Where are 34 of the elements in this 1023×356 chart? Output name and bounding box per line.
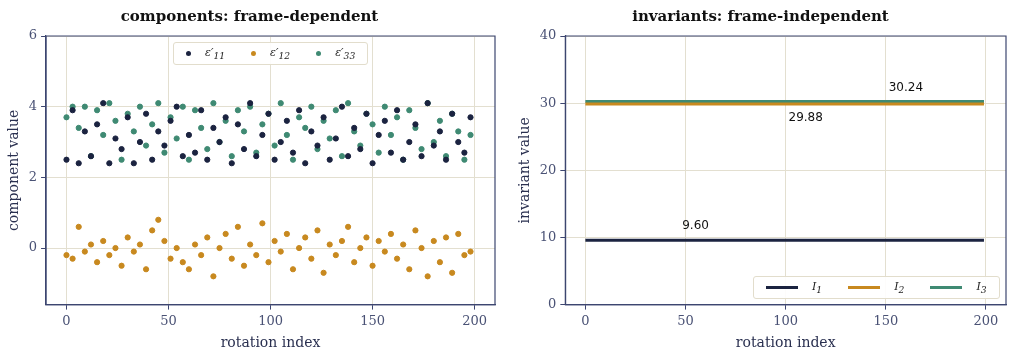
x-axis-title: rotation index: [735, 334, 836, 351]
y-tick-label: 4: [28, 98, 38, 114]
y-tick-label: 6: [28, 27, 38, 43]
y-tick-label: 40: [539, 27, 557, 43]
chart-title: invariants: frame-independent: [632, 6, 889, 25]
legend-label: ε′$_{12}$: [270, 46, 291, 62]
y-tick-label: 0: [28, 239, 38, 255]
annotation: 9.60: [682, 218, 709, 233]
x-tick-label: 150: [360, 312, 385, 328]
x-tick-label: 100: [258, 312, 283, 328]
x-tick-label: 200: [462, 312, 488, 328]
x-tick-label: 150: [873, 312, 899, 328]
annotation: 29.88: [788, 110, 823, 125]
legend-label: I$_{3}$: [976, 279, 987, 295]
legend-label: ε′$_{33}$: [335, 46, 356, 62]
x-tick-label: 50: [160, 312, 177, 328]
legend-label: I$_{1}$: [812, 279, 823, 295]
x-tick-label: 50: [677, 312, 694, 328]
y-tick-label: 10: [539, 228, 557, 244]
y-axis-title: component value: [5, 109, 22, 231]
x-axis-title: rotation index: [220, 334, 321, 351]
chart-title: components: frame-dependent: [120, 6, 379, 25]
x-tick-label: 0: [581, 312, 590, 328]
y-tick-label: 2: [28, 168, 38, 184]
x-tick-label: 200: [973, 312, 999, 328]
y-tick-label: 20: [539, 161, 557, 177]
y-axis-title: invariant value: [516, 117, 533, 224]
y-tick-label: 0: [548, 295, 557, 311]
legend-label: I$_{2}$: [894, 279, 905, 295]
y-tick-label: 30: [539, 94, 557, 110]
x-tick-label: 100: [773, 312, 799, 328]
legend-label: ε′$_{11}$: [205, 46, 226, 62]
annotation: 30.24: [888, 79, 924, 94]
x-tick-label: 0: [62, 312, 71, 328]
